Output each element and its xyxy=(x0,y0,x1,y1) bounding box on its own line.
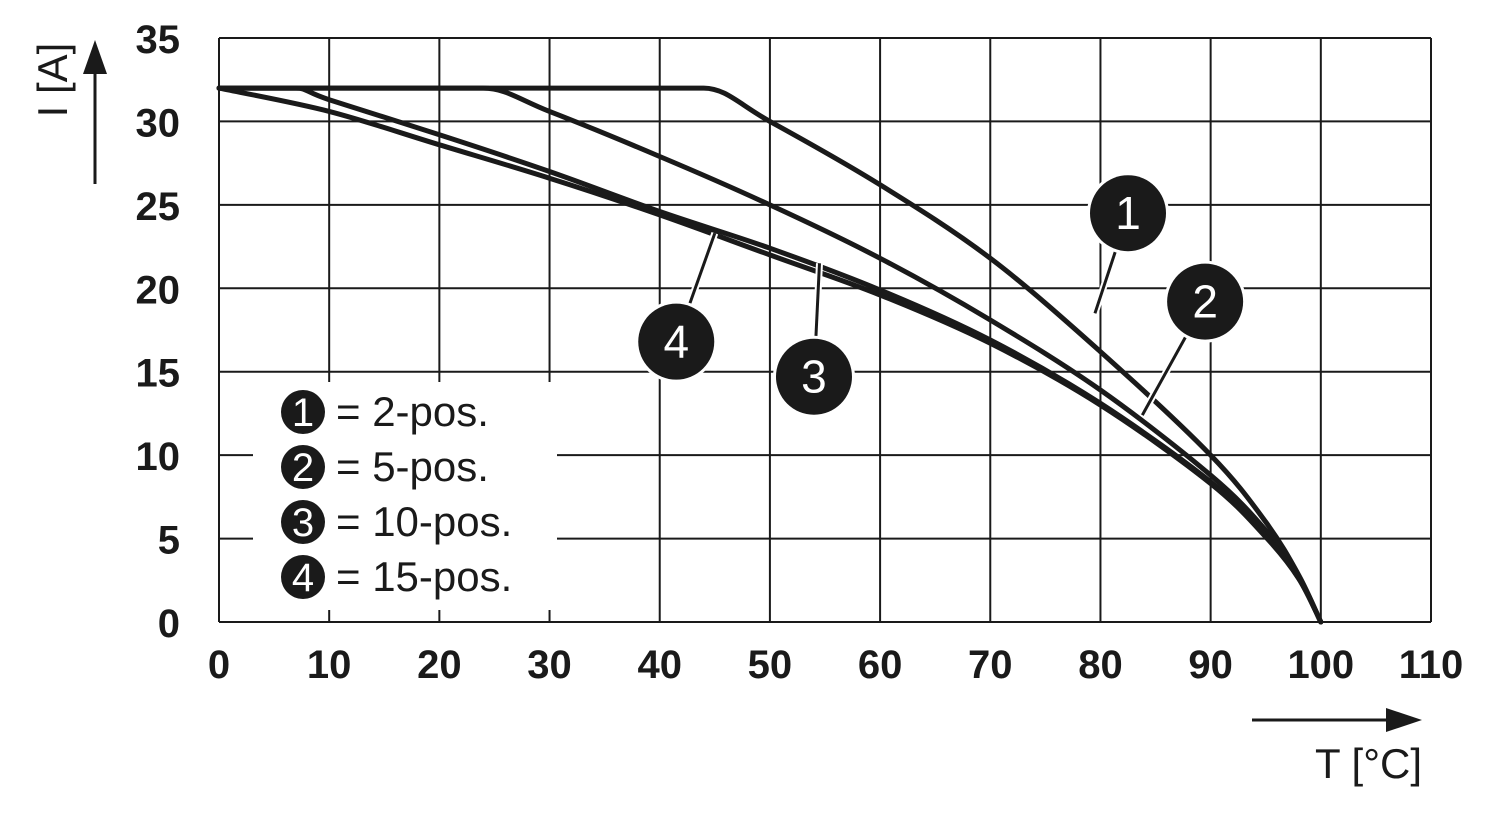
legend-item-3: 3 = 10-pos. xyxy=(281,498,512,545)
x-tick-label: 110 xyxy=(1399,643,1464,687)
x-axis-title-group: T [°C] xyxy=(1252,708,1422,787)
legend-label-3: = 10-pos. xyxy=(336,498,512,545)
series-line-1 xyxy=(216,85,1324,625)
callout-leader-3 xyxy=(814,263,821,341)
y-tick-label: 10 xyxy=(136,435,181,479)
x-axis-arrow-icon xyxy=(1386,708,1422,732)
legend-item-4: 4 = 15-pos. xyxy=(281,553,512,600)
callout-number-2: 2 xyxy=(1192,276,1218,328)
legend: 1 = 2-pos. 2 = 5-pos. 3 = 10-pos. 4 = 15… xyxy=(253,382,557,610)
legend-marker-3-number: 3 xyxy=(292,501,314,545)
legend-marker-2-icon xyxy=(281,445,325,489)
callout-number-1: 1 xyxy=(1115,187,1141,239)
y-axis-title-group: I [A] xyxy=(29,40,107,184)
x-tick-label: 100 xyxy=(1287,643,1354,687)
x-axis-label: T [°C] xyxy=(1315,740,1422,787)
callout-marker-1-icon xyxy=(1090,175,1166,252)
x-tick-label: 70 xyxy=(968,643,1013,687)
x-tick-label: 90 xyxy=(1188,643,1233,687)
legend-label-1: = 2-pos. xyxy=(336,388,489,435)
y-tick-label: 35 xyxy=(136,18,181,62)
x-tick-label: 40 xyxy=(637,643,682,687)
x-tick-label: 60 xyxy=(858,643,903,687)
callout-marker-2-icon xyxy=(1167,263,1244,340)
y-tick-label: 20 xyxy=(136,268,181,312)
legend-marker-1-number: 1 xyxy=(292,391,314,435)
x-tick-label: 10 xyxy=(307,643,352,687)
legend-label-4: = 15-pos. xyxy=(336,553,512,600)
callout-marker-3-icon xyxy=(775,338,852,415)
legend-item-2: 2 = 5-pos. xyxy=(281,443,489,490)
y-tick-label: 5 xyxy=(158,519,180,563)
y-axis-arrow-icon xyxy=(83,40,107,74)
series-lines xyxy=(216,85,1324,625)
series-line-4 xyxy=(216,85,1324,625)
callout-leader-4 xyxy=(686,232,717,309)
legend-label-2: = 5-pos. xyxy=(336,443,489,490)
legend-marker-2-number: 2 xyxy=(292,446,314,490)
series-callouts: 12 3 4 xyxy=(635,172,1247,418)
y-tick-label: 25 xyxy=(136,185,181,229)
x-tick-label: 80 xyxy=(1078,643,1123,687)
x-tick-labels: 0 10 20 30 40 50 60 70 80 90 100 110 xyxy=(208,643,1463,687)
legend-marker-4-number: 4 xyxy=(292,556,314,600)
legend-marker-1-icon xyxy=(281,390,325,434)
callout-number-3: 3 xyxy=(801,351,827,403)
legend-item-1: 1 = 2-pos. xyxy=(281,388,489,435)
y-tick-labels: 0 5 10 15 20 25 30 35 xyxy=(136,18,181,646)
legend-marker-3-icon xyxy=(281,500,325,544)
x-tick-label: 20 xyxy=(417,643,462,687)
grid xyxy=(218,37,1432,623)
callout-leader-1 xyxy=(1093,246,1119,314)
y-tick-label: 15 xyxy=(136,352,181,396)
x-tick-label: 0 xyxy=(208,643,230,687)
series-line-2 xyxy=(216,85,1324,625)
legend-marker-4-icon xyxy=(281,555,325,599)
callout-marker-4-icon xyxy=(638,303,715,380)
y-axis-label: I [A] xyxy=(29,43,76,118)
x-tick-label: 50 xyxy=(748,643,793,687)
callout-number-4: 4 xyxy=(663,316,689,368)
y-tick-label: 0 xyxy=(158,602,180,646)
callout-leader-2 xyxy=(1141,332,1190,416)
y-tick-label: 30 xyxy=(136,101,181,145)
x-tick-label: 30 xyxy=(527,643,572,687)
